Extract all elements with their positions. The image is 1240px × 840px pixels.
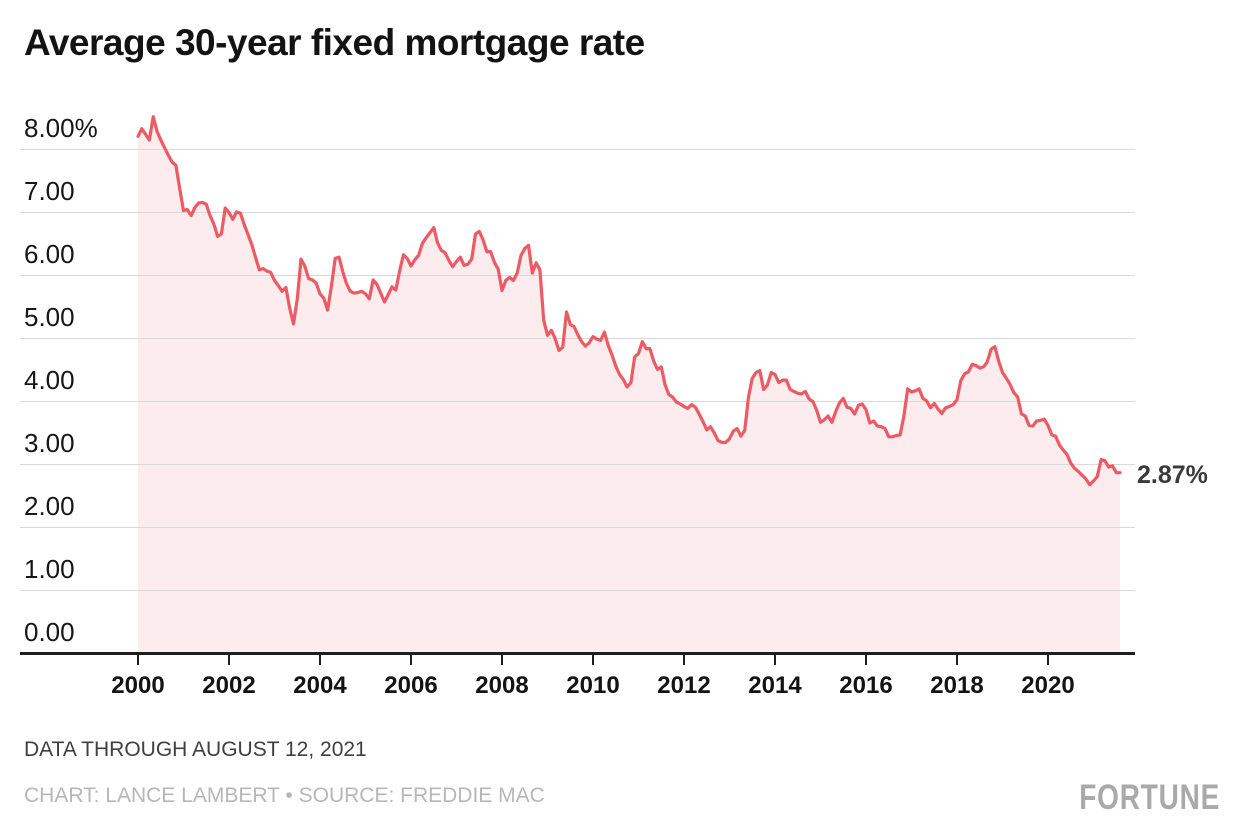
x-axis-label: 2010 xyxy=(566,672,620,699)
plot-area xyxy=(20,115,1135,665)
y-axis-label: 8.00% xyxy=(24,112,98,143)
x-axis-label: 2016 xyxy=(839,672,893,699)
y-axis-label: 6.00 xyxy=(24,238,75,269)
x-axis-label: 2012 xyxy=(657,672,711,699)
y-axis-label: 7.00 xyxy=(24,175,75,206)
x-axis-label: 2008 xyxy=(475,672,529,699)
fortune-logo: FORTUNE xyxy=(1079,778,1220,817)
y-axis-label: 0.00 xyxy=(24,616,75,647)
x-axis-label: 2004 xyxy=(293,672,347,699)
y-axis-label: 2.00 xyxy=(24,490,75,521)
y-axis-label: 1.00 xyxy=(24,553,75,584)
y-axis-label: 3.00 xyxy=(24,427,75,458)
x-axis-label: 2018 xyxy=(930,672,984,699)
x-axis-label: 2014 xyxy=(748,672,802,699)
data-through-note: DATA THROUGH AUGUST 12, 2021 xyxy=(24,738,367,761)
y-axis-label: 5.00 xyxy=(24,301,75,332)
series-area-fill xyxy=(138,116,1120,653)
y-axis-label: 4.00 xyxy=(24,364,75,395)
x-axis-label: 2002 xyxy=(202,672,256,699)
chart-title: Average 30-year fixed mortgage rate xyxy=(24,22,645,63)
series-line xyxy=(136,115,1122,487)
chart-credit: CHART: LANCE LAMBERT • SOURCE: FREDDIE M… xyxy=(24,784,545,807)
latest-value-label: 2.87% xyxy=(1137,461,1208,489)
x-axis-label: 2020 xyxy=(1021,672,1075,699)
x-axis-label: 2000 xyxy=(111,672,165,699)
x-axis-label: 2006 xyxy=(384,672,438,699)
